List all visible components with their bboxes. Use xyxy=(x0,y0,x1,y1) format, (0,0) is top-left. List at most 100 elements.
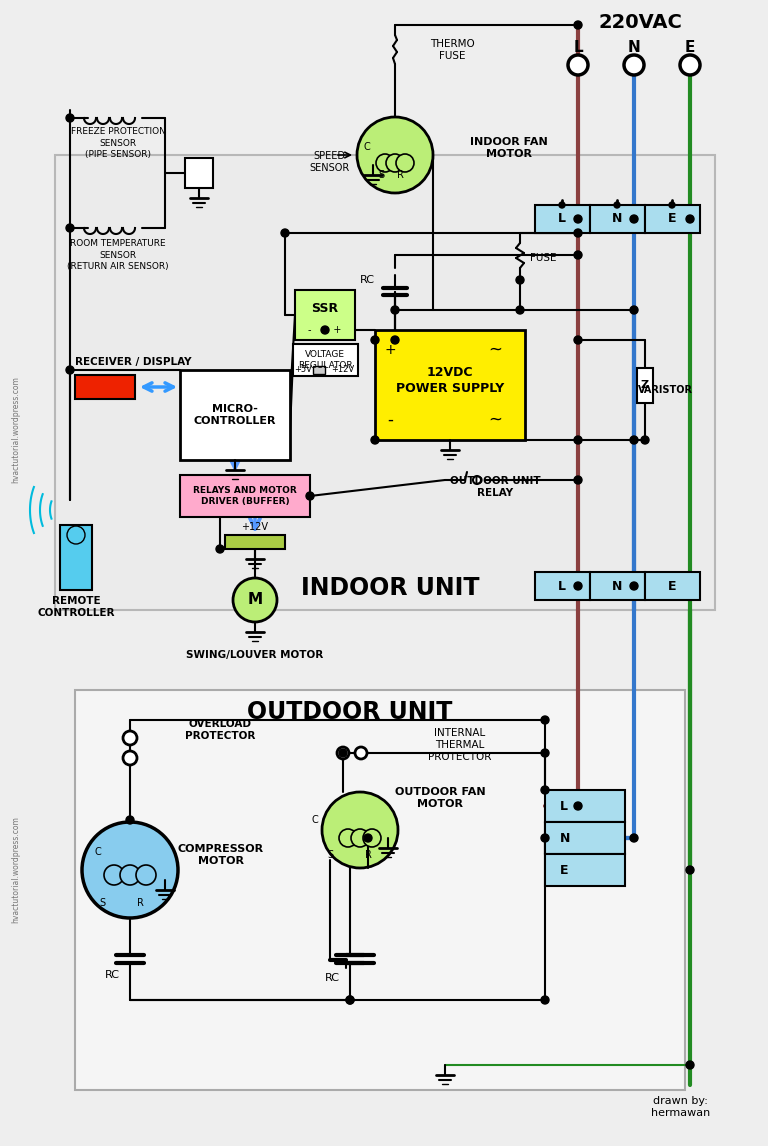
Circle shape xyxy=(559,202,565,209)
Bar xyxy=(645,572,700,601)
Text: drawn by:
hermawan: drawn by: hermawan xyxy=(650,1096,710,1118)
Bar xyxy=(535,572,590,601)
Circle shape xyxy=(686,215,694,223)
Text: C: C xyxy=(94,847,101,857)
Text: INTERNAL
THERMAL
PROTECTOR: INTERNAL THERMAL PROTECTOR xyxy=(429,728,492,762)
Text: +: + xyxy=(384,343,396,358)
Text: L: L xyxy=(558,580,566,592)
Circle shape xyxy=(321,325,329,333)
Circle shape xyxy=(363,829,381,847)
Circle shape xyxy=(574,336,582,344)
Circle shape xyxy=(391,336,399,344)
Bar xyxy=(185,158,213,188)
Bar xyxy=(75,690,685,1090)
Circle shape xyxy=(541,749,549,758)
Bar xyxy=(293,344,358,376)
Text: SWING/LOUVER MOTOR: SWING/LOUVER MOTOR xyxy=(187,650,323,660)
Text: S: S xyxy=(327,850,333,860)
Circle shape xyxy=(574,582,582,590)
Text: MICRO-
CONTROLLER: MICRO- CONTROLLER xyxy=(194,403,276,426)
Circle shape xyxy=(120,865,140,885)
Bar xyxy=(545,790,625,822)
Bar xyxy=(590,205,645,233)
Bar xyxy=(60,525,92,590)
Bar xyxy=(590,572,645,601)
Text: +12V: +12V xyxy=(332,366,355,375)
Circle shape xyxy=(574,21,582,29)
Bar xyxy=(535,205,590,233)
Circle shape xyxy=(641,435,649,444)
Bar xyxy=(180,370,290,460)
Circle shape xyxy=(281,229,289,237)
Circle shape xyxy=(630,435,638,444)
Circle shape xyxy=(346,996,354,1004)
Bar xyxy=(375,330,525,440)
Circle shape xyxy=(376,154,394,172)
Text: R: R xyxy=(396,170,403,180)
Bar xyxy=(75,375,135,399)
Text: THERMO
FUSE: THERMO FUSE xyxy=(430,39,475,61)
Circle shape xyxy=(541,786,549,794)
Text: RECEIVER / DISPLAY: RECEIVER / DISPLAY xyxy=(75,358,191,367)
Text: N: N xyxy=(612,580,622,592)
Circle shape xyxy=(630,215,638,223)
Circle shape xyxy=(686,1061,694,1069)
Circle shape xyxy=(630,582,638,590)
Text: OUTDOOR UNIT: OUTDOOR UNIT xyxy=(247,700,452,724)
Circle shape xyxy=(391,306,399,314)
Circle shape xyxy=(216,545,224,554)
Circle shape xyxy=(574,229,582,237)
Text: RC: RC xyxy=(360,275,375,285)
Circle shape xyxy=(686,866,694,874)
Circle shape xyxy=(364,834,372,842)
Text: VARISTOR: VARISTOR xyxy=(637,385,693,395)
Circle shape xyxy=(66,223,74,231)
Text: 12VDC
POWER SUPPLY: 12VDC POWER SUPPLY xyxy=(396,366,504,394)
Text: N: N xyxy=(627,40,641,55)
Text: L: L xyxy=(573,40,583,55)
Text: S: S xyxy=(378,170,384,180)
Circle shape xyxy=(574,802,582,810)
Text: OUTDOOR FAN
MOTOR: OUTDOOR FAN MOTOR xyxy=(395,787,485,809)
Circle shape xyxy=(233,578,277,622)
Bar xyxy=(313,366,325,374)
Text: OUTDOOR UNIT
RELAY: OUTDOOR UNIT RELAY xyxy=(450,476,541,499)
Text: COMPRESSOR
MOTOR: COMPRESSOR MOTOR xyxy=(178,843,264,866)
Text: INDOOR FAN
MOTOR: INDOOR FAN MOTOR xyxy=(470,136,548,159)
Bar xyxy=(645,205,700,233)
Text: RELAYS AND MOTOR
DRIVER (BUFFER): RELAYS AND MOTOR DRIVER (BUFFER) xyxy=(193,486,297,507)
Text: FREEZE PROTECTION
SENSOR
(PIPE SENSOR): FREEZE PROTECTION SENSOR (PIPE SENSOR) xyxy=(71,127,165,158)
Circle shape xyxy=(371,336,379,344)
Text: E: E xyxy=(685,40,695,55)
Text: +12V: +12V xyxy=(241,521,269,532)
Circle shape xyxy=(516,306,524,314)
Text: C: C xyxy=(312,815,319,825)
Circle shape xyxy=(473,476,481,484)
Text: -: - xyxy=(387,411,393,429)
Circle shape xyxy=(516,276,524,284)
Text: S: S xyxy=(99,898,105,908)
Text: OVERLOAD
PROTECTOR: OVERLOAD PROTECTOR xyxy=(185,719,256,741)
Text: E: E xyxy=(667,580,677,592)
Circle shape xyxy=(541,834,549,842)
Text: N: N xyxy=(612,212,622,226)
Text: ~: ~ xyxy=(488,411,502,429)
Text: VOLTAGE
REGULATOR: VOLTAGE REGULATOR xyxy=(298,350,353,370)
Text: C: C xyxy=(363,142,370,152)
Text: L: L xyxy=(560,800,568,813)
Text: REMOTE
CONTROLLER: REMOTE CONTROLLER xyxy=(38,596,114,618)
Text: hvactutorial.wordpress.com: hvactutorial.wordpress.com xyxy=(12,817,21,924)
Text: R: R xyxy=(365,850,372,860)
Text: RC: RC xyxy=(325,973,340,983)
Bar xyxy=(55,155,715,610)
Text: +5V: +5V xyxy=(294,366,312,375)
Text: E: E xyxy=(560,863,568,877)
Circle shape xyxy=(669,202,675,209)
Text: FUSE: FUSE xyxy=(530,253,557,262)
Circle shape xyxy=(136,865,156,885)
Circle shape xyxy=(346,996,354,1004)
Bar xyxy=(295,290,355,340)
Bar xyxy=(637,368,653,403)
Text: 220VAC: 220VAC xyxy=(598,13,682,31)
Text: R: R xyxy=(137,898,144,908)
